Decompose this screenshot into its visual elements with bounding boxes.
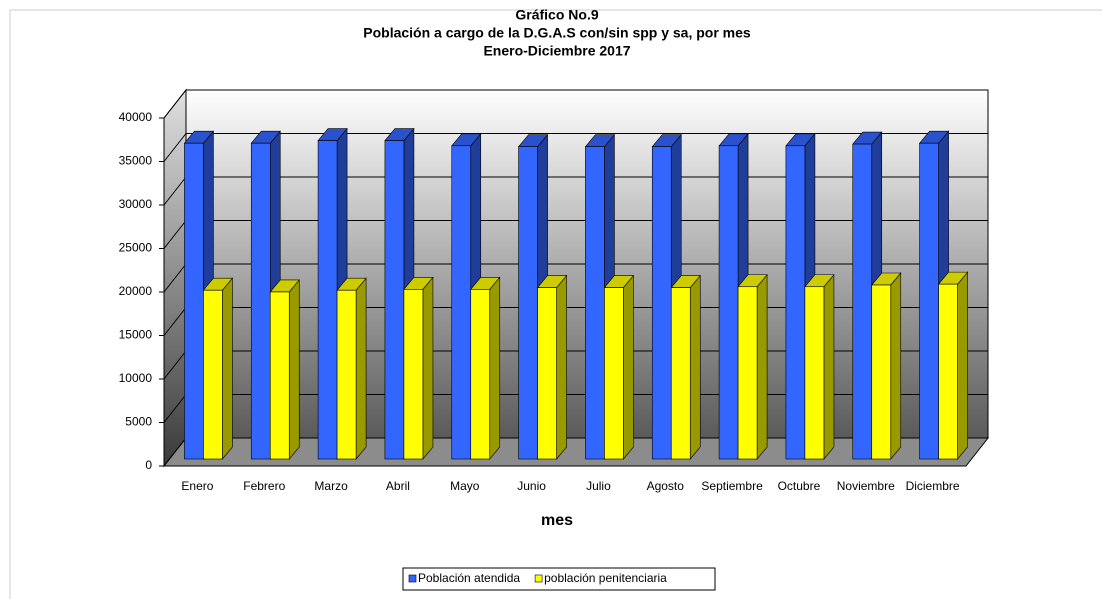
bar bbox=[384, 140, 405, 460]
bar bbox=[737, 286, 758, 460]
x-tick-label: Diciembre bbox=[906, 479, 960, 493]
grid-line bbox=[163, 220, 187, 249]
bar bbox=[871, 284, 892, 460]
bar-side bbox=[422, 276, 434, 460]
bar bbox=[670, 287, 691, 460]
x-tick-label: Marzo bbox=[314, 479, 348, 493]
bar bbox=[604, 287, 624, 460]
grid-line bbox=[163, 350, 187, 380]
legend-label: Población atendida bbox=[418, 571, 520, 585]
chart-title: Enero-Diciembre 2017 bbox=[483, 43, 630, 59]
bar-side bbox=[957, 271, 968, 460]
x-tick-label: Febrero bbox=[243, 479, 285, 493]
x-tick-label: Octubre bbox=[778, 479, 821, 493]
x-axis-title: mes bbox=[541, 512, 573, 529]
y-tick-label: 40000 bbox=[119, 110, 153, 124]
bar bbox=[470, 289, 491, 460]
bar bbox=[336, 289, 357, 460]
y-tick-label: 15000 bbox=[119, 328, 153, 342]
bar bbox=[804, 286, 825, 460]
grid-line bbox=[163, 133, 187, 162]
bar bbox=[203, 289, 223, 460]
x-tick-label: Junio bbox=[517, 479, 546, 493]
chart-title: Gráfico No.9 bbox=[515, 7, 598, 23]
grid-line bbox=[163, 89, 187, 119]
bar bbox=[585, 146, 605, 460]
y-tick-label: 10000 bbox=[119, 371, 153, 385]
x-tick-label: Septiembre bbox=[701, 479, 763, 493]
y-tick-label: 0 bbox=[145, 458, 152, 472]
x-tick-label: Julio bbox=[586, 479, 611, 493]
chart-title: Población a cargo de la D.G.A.S con/sin … bbox=[363, 25, 751, 41]
bar-side bbox=[222, 277, 233, 460]
bar bbox=[651, 146, 672, 460]
bar-side bbox=[756, 273, 768, 460]
grid-line bbox=[163, 394, 187, 423]
bar bbox=[269, 291, 290, 460]
bar bbox=[451, 145, 472, 460]
bar bbox=[317, 140, 338, 460]
y-tick-label: 35000 bbox=[119, 154, 153, 168]
bar-side bbox=[823, 273, 835, 460]
legend-label: población penitenciaria bbox=[544, 571, 667, 585]
frame bbox=[9, 9, 1102, 599]
bar bbox=[785, 145, 806, 460]
grid-line bbox=[163, 176, 187, 206]
bar-side bbox=[288, 279, 300, 460]
x-tick-label: Enero bbox=[181, 479, 213, 493]
grid-line bbox=[163, 263, 187, 293]
legend bbox=[402, 567, 716, 591]
legend-swatch bbox=[534, 574, 543, 583]
bar-side bbox=[355, 277, 367, 460]
bar bbox=[250, 142, 271, 460]
x-tick-label: Mayo bbox=[450, 479, 480, 493]
bar-side bbox=[623, 274, 634, 460]
bar bbox=[184, 142, 204, 460]
bar bbox=[852, 143, 873, 460]
y-tick-label: 25000 bbox=[119, 241, 153, 255]
bar bbox=[938, 283, 958, 460]
bar-side bbox=[689, 274, 701, 460]
bar bbox=[919, 142, 939, 460]
bar bbox=[537, 287, 557, 460]
y-tick-label: 5000 bbox=[125, 415, 152, 429]
bar bbox=[403, 289, 424, 460]
bar-side bbox=[489, 276, 501, 460]
bar bbox=[518, 146, 538, 460]
grid-line bbox=[163, 437, 187, 467]
grid-line bbox=[163, 307, 187, 336]
bar bbox=[718, 145, 739, 460]
bar-side bbox=[556, 274, 567, 460]
bar-side bbox=[890, 272, 902, 460]
x-tick-label: Abril bbox=[386, 479, 410, 493]
x-tick-label: Agosto bbox=[647, 479, 685, 493]
legend-swatch bbox=[408, 574, 417, 583]
x-tick-label: Noviembre bbox=[837, 479, 895, 493]
y-tick-label: 20000 bbox=[119, 284, 153, 298]
y-tick-label: 30000 bbox=[119, 197, 153, 211]
